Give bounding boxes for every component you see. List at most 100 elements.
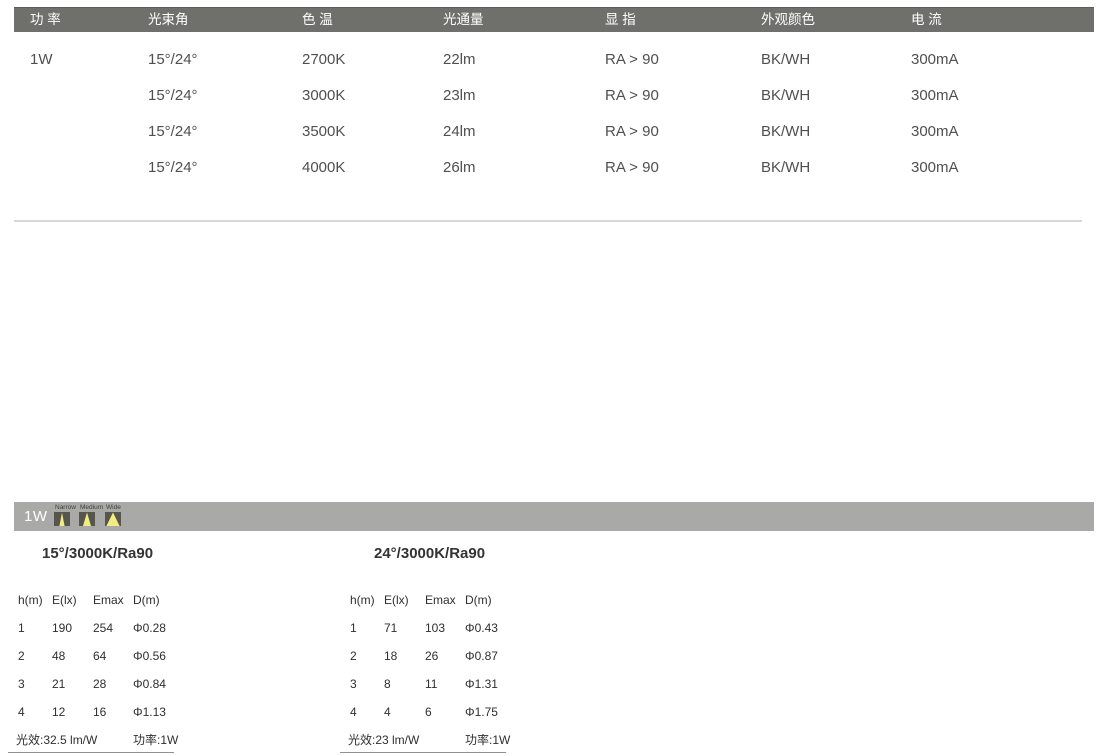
photometric-row: 1 190 254 Φ0.28 — [8, 621, 174, 635]
cell-diameter: Φ1.31 — [465, 677, 498, 691]
cell-height: 2 — [350, 649, 357, 663]
spec-cell-power: 1W — [30, 51, 53, 68]
spec-header-flux: 光通量 — [443, 12, 484, 27]
col-header-emax: Emax — [93, 593, 124, 607]
cell-height: 2 — [18, 649, 25, 663]
col-header-diameter: D(m) — [465, 593, 492, 607]
cell-height: 3 — [350, 677, 357, 691]
spec-cell-power — [30, 158, 148, 178]
cell-emax: 64 — [93, 649, 107, 663]
spec-cell-beam-angle: 15°/24° — [148, 51, 198, 68]
spec-cell-beam-angle: 15°/24° — [148, 159, 198, 176]
efficacy-value: 光效:32.5 lm/W — [16, 733, 98, 747]
spec-cell-cct: 2700K — [302, 51, 346, 68]
beam-icon-label: Medium — [80, 504, 104, 511]
beam-icon-medium: Medium — [79, 504, 103, 526]
narrow-beam-icon — [54, 512, 70, 526]
cell-height: 1 — [350, 621, 357, 635]
photometric-table-24deg: 24°/3000K/Ra90 h(m) E(lx) Emax D(m) 1 71… — [340, 545, 510, 753]
spec-cell-current: 300mA — [911, 51, 959, 68]
beam-icon-label: Narrow — [55, 504, 76, 511]
cell-lux: 48 — [52, 649, 66, 663]
wide-beam-icon — [105, 512, 121, 526]
photometric-title: 24°/3000K/Ra90 — [374, 545, 486, 562]
spec-header-current: 电 流 — [911, 12, 942, 27]
spec-cell-cri: RA > 90 — [605, 87, 659, 104]
spec-cell-cri: RA > 90 — [605, 159, 659, 176]
spec-table-row: 15°/24° 4000K 26lm RA > 90 BK/WH 300mA — [14, 158, 1094, 178]
cell-emax: 16 — [93, 705, 107, 719]
spec-cell-cct: 3000K — [302, 87, 346, 104]
col-header-emax: Emax — [425, 593, 456, 607]
beam-icon-wide: Wide — [105, 504, 121, 526]
photometric-row: 4 4 6 Φ1.75 — [340, 705, 506, 719]
spec-table-row: 1W 15°/24° 2700K 22lm RA > 90 BK/WH 300m… — [14, 50, 1094, 70]
spec-cell-current: 300mA — [911, 159, 959, 176]
spec-header-color: 外观颜色 — [761, 12, 815, 27]
spec-header-cct: 色 温 — [302, 12, 333, 27]
efficacy-value: 光效:23 lm/W — [348, 733, 420, 747]
spec-table: 功 率 光束角 色 温 光通量 显 指 外观颜色 电 流 1W 15°/24° … — [14, 7, 1094, 178]
cell-height: 1 — [18, 621, 25, 635]
cell-diameter: Φ1.75 — [465, 705, 498, 719]
spec-cell-cct: 3500K — [302, 123, 346, 140]
cell-lux: 18 — [384, 649, 398, 663]
photometric-title: 15°/3000K/Ra90 — [42, 545, 154, 562]
photometric-row: 1 71 103 Φ0.43 — [340, 621, 506, 635]
photometric-row: 2 18 26 Φ0.87 — [340, 649, 506, 663]
spec-cell-cri: RA > 90 — [605, 51, 659, 68]
cell-lux: 21 — [52, 677, 66, 691]
cell-emax: 6 — [425, 705, 432, 719]
photometric-row: 4 12 16 Φ1.13 — [8, 705, 174, 719]
power-value: 功率:1W — [465, 733, 511, 747]
spec-cell-flux: 24lm — [443, 123, 476, 140]
spec-cell-flux: 22lm — [443, 51, 476, 68]
spec-cell-power — [30, 122, 148, 142]
spec-header-cri: 显 指 — [605, 12, 636, 27]
spec-table-row: 15°/24° 3000K 23lm RA > 90 BK/WH 300mA — [14, 86, 1094, 106]
photometric-header-row: h(m) E(lx) Emax D(m) — [340, 593, 506, 607]
spec-cell-color: BK/WH — [761, 87, 811, 104]
spec-cell-cct: 4000K — [302, 159, 346, 176]
col-header-height: h(m) — [350, 593, 375, 607]
photometric-row: 3 8 11 Φ1.31 — [340, 677, 506, 691]
cell-diameter: Φ0.28 — [133, 621, 166, 635]
cell-lux: 71 — [384, 621, 398, 635]
spec-cell-color: BK/WH — [761, 123, 811, 140]
cell-diameter: Φ0.56 — [133, 649, 166, 663]
cell-emax: 28 — [93, 677, 107, 691]
spec-cell-flux: 23lm — [443, 87, 476, 104]
col-header-diameter: D(m) — [133, 593, 160, 607]
spec-cell-beam-angle: 15°/24° — [148, 123, 198, 140]
photometric-header-row: h(m) E(lx) Emax D(m) — [8, 593, 174, 607]
cell-lux: 190 — [52, 621, 73, 635]
spec-table-header-row: 功 率 光束角 色 温 光通量 显 指 外观颜色 电 流 — [14, 7, 1094, 32]
photometric-footer: 光效:32.5 lm/W 功率:1W — [8, 733, 178, 753]
power-value: 功率:1W — [133, 733, 179, 747]
spec-header-beam-angle: 光束角 — [148, 12, 189, 27]
spec-cell-color: BK/WH — [761, 159, 811, 176]
col-header-lux: E(lx) — [384, 593, 409, 607]
col-header-lux: E(lx) — [52, 593, 77, 607]
medium-beam-icon — [79, 512, 95, 526]
spec-cell-color: BK/WH — [761, 51, 811, 68]
section-divider — [14, 220, 1082, 222]
spec-cell-current: 300mA — [911, 87, 959, 104]
cell-lux: 8 — [384, 677, 391, 691]
photometric-footer: 光效:23 lm/W 功率:1W — [340, 733, 510, 753]
beam-icon-label: Wide — [106, 504, 121, 511]
cell-height: 4 — [350, 705, 357, 719]
cell-diameter: Φ0.87 — [465, 649, 498, 663]
spec-cell-current: 300mA — [911, 123, 959, 140]
photometric-row: 3 21 28 Φ0.84 — [8, 677, 174, 691]
cell-diameter: Φ0.84 — [133, 677, 166, 691]
beam-icon-narrow: Narrow — [54, 504, 76, 526]
spec-header-power: 功 率 — [30, 12, 61, 27]
cell-height: 4 — [18, 705, 25, 719]
cell-diameter: Φ0.43 — [465, 621, 498, 635]
spec-cell-power — [30, 86, 148, 106]
spec-cell-beam-angle: 15°/24° — [148, 87, 198, 104]
wattage-label: 1W — [24, 508, 48, 525]
wattage-section-bar: 1W Narrow Medium Wide — [14, 502, 1094, 531]
